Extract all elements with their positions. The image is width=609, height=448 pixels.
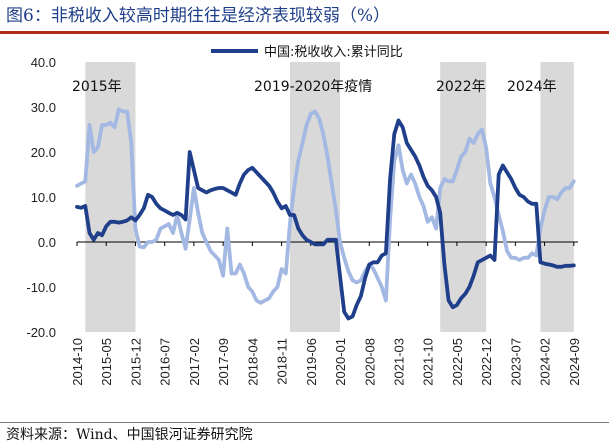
period-label-1: 2015年 [72,79,122,95]
legend-label: 中国:税收收入:累计同比 [264,45,403,60]
shaded-periods [85,62,574,332]
x-tick-label: 2020-01 [333,338,348,386]
y-tick-label: 30.0 [31,100,56,115]
x-tick-label: 2018-04 [245,338,260,386]
y-tick-label: 40.0 [31,55,56,70]
x-tick-label: 2019-06 [304,338,319,386]
period-label-3: 2022年 [436,79,486,95]
x-tick-label: 2022-05 [450,338,465,386]
x-tick-label: 2022-12 [479,338,494,386]
series-line-2 [75,107,576,305]
y-tick-label: 0.0 [38,235,56,250]
title-rule [0,31,609,34]
x-tick-label: 2018-11 [275,338,290,385]
x-tick-label: 2024-02 [538,338,553,386]
x-tick-label: 2014-10 [70,338,85,386]
y-tick-label: -20.0 [26,325,56,340]
x-tick-label: 2023-07 [508,338,523,386]
x-tick-label: 2024-09 [567,338,582,386]
x-tick-label: 2020-08 [362,338,377,386]
period-label-4: 2024年 [507,79,557,95]
source-note: 资料来源：Wind、中国银河证券研究院 [6,427,253,443]
shaded-period-2 [289,62,341,332]
x-tick-label: 2015-12 [128,338,143,386]
x-tick-label: 2016-07 [158,338,173,386]
x-tick-label: 2015-05 [99,338,114,386]
legend: 中国:税收收入:累计同比 [211,45,403,60]
y-tick-label: -10.0 [26,280,56,295]
period-label-2: 2019-2020年疫情 [254,79,372,95]
shaded-period-1 [85,62,136,332]
line-chart: -20.0 -10.0 0.0 10.0 20.0 30.0 40.0 2014-10 2015… [26,45,582,386]
series-line-1 [75,118,576,321]
page-title: 图6：非税收入较高时期往往是经济表现较弱（%） [6,6,390,26]
series-lines [75,107,576,321]
footer-rule [0,422,609,423]
y-tick-label: 20.0 [31,145,56,160]
x-tick-label: 2017-02 [187,338,202,386]
y-tick-label: 10.0 [31,190,56,205]
x-tick-label: 2017-09 [216,338,231,386]
x-tick-label: 2021-10 [421,338,436,386]
x-tick-label: 2021-03 [391,338,406,386]
period-labels: 2015年 2019-2020年疫情 2022年 2024年 [72,79,557,95]
